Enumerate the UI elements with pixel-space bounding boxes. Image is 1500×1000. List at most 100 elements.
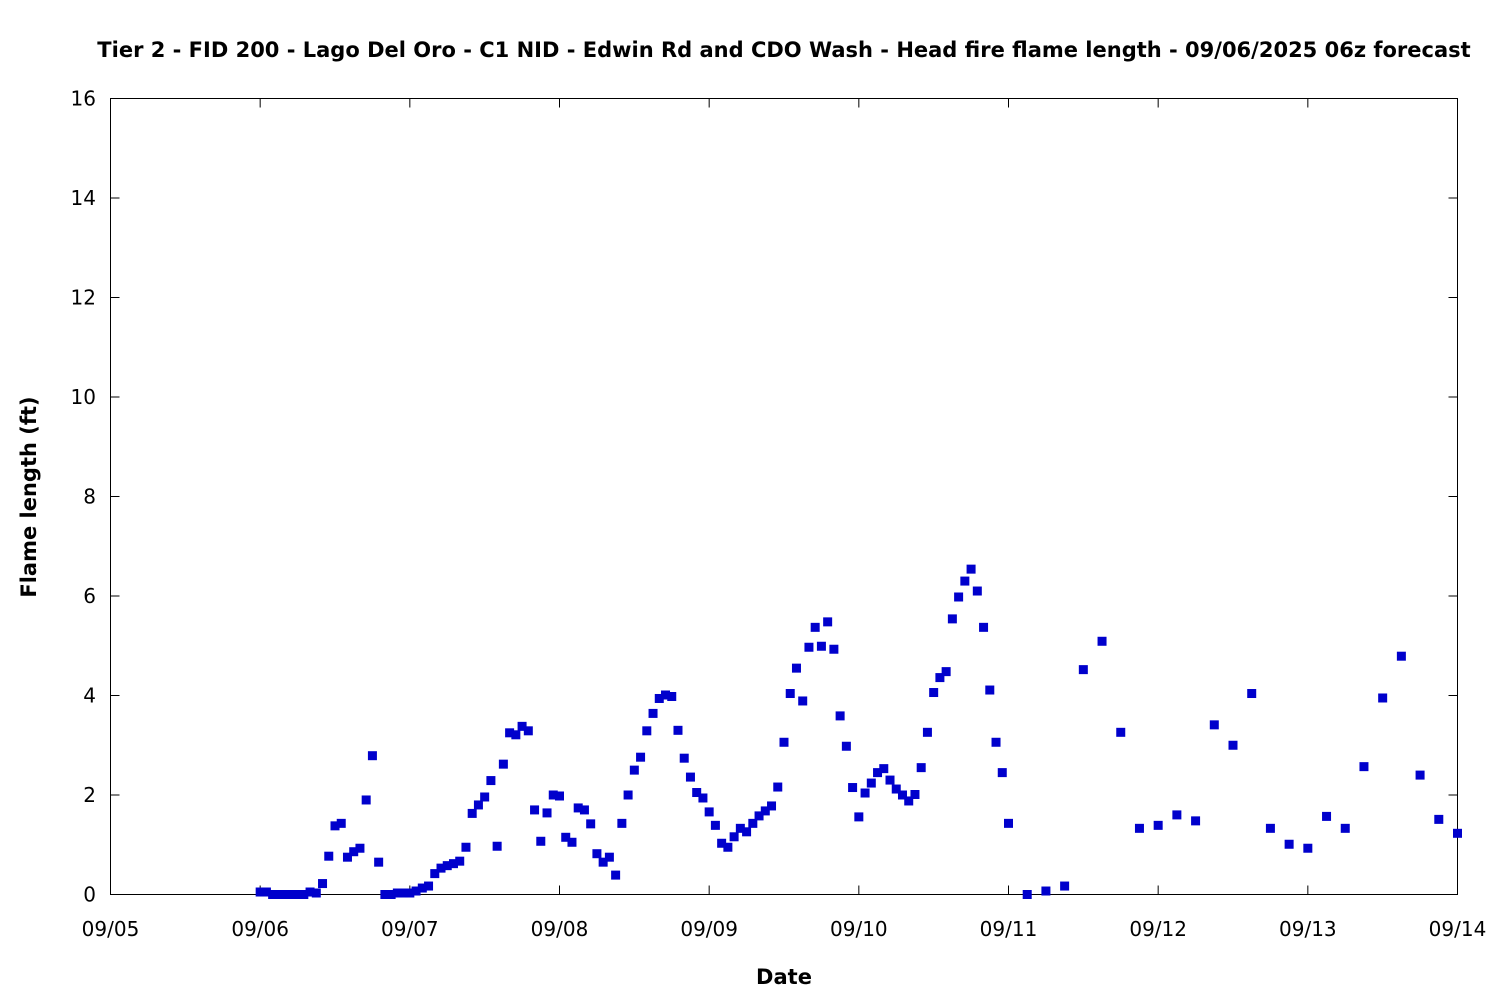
x-tick-label: 09/10 [830, 917, 888, 941]
x-tick-label: 09/12 [1129, 917, 1187, 941]
data-point [455, 856, 465, 866]
data-point [1060, 881, 1070, 891]
data-point [268, 890, 278, 899]
data-point [399, 888, 409, 898]
data-point [523, 726, 533, 736]
data-point [392, 888, 402, 898]
x-tick-label: 09/05 [82, 917, 140, 941]
data-point [598, 857, 608, 867]
data-point [1209, 720, 1219, 730]
data-point [1396, 651, 1406, 661]
data-point [1153, 820, 1163, 830]
data-point [280, 890, 290, 899]
data-point [448, 859, 458, 869]
data-point [579, 805, 589, 815]
data-point [517, 721, 527, 731]
data-point [685, 772, 695, 782]
data-point [274, 890, 284, 899]
data-point [417, 883, 427, 893]
x-axis-label: Date [756, 965, 812, 989]
data-point [922, 727, 932, 737]
data-point [835, 711, 845, 721]
data-point [829, 644, 839, 654]
data-point [679, 753, 689, 763]
data-point [1284, 839, 1294, 849]
data-point [704, 807, 714, 817]
data-point [873, 768, 883, 778]
data-point [760, 806, 770, 816]
data-point [910, 790, 920, 800]
data-point [505, 728, 515, 738]
data-point [548, 790, 558, 800]
x-tick-label: 09/13 [1279, 917, 1337, 941]
data-point [648, 708, 658, 718]
data-point [349, 847, 359, 857]
y-axis-label: Flame length (ft) [17, 396, 41, 597]
data-point [261, 887, 271, 897]
data-point [536, 836, 546, 846]
data-point [1340, 823, 1350, 833]
data-point [336, 818, 346, 828]
data-point [411, 886, 421, 896]
y-tick-label: 16 [71, 87, 96, 111]
y-axis: 0 2 4 6 8 10 12 14 16 [71, 87, 1458, 907]
data-point [299, 890, 309, 899]
data-point [386, 890, 396, 899]
data-point [773, 782, 783, 792]
y-tick-label: 2 [83, 783, 96, 807]
data-point [380, 890, 390, 899]
data-point [885, 775, 895, 785]
data-point [324, 851, 334, 861]
data-point [461, 842, 471, 852]
data-point [1097, 636, 1107, 646]
data-point [1247, 689, 1257, 699]
data-point [555, 791, 564, 801]
x-axis: 09/05 09/06 09/07 09/08 09/09 09/10 09/11 09/12… [82, 98, 1486, 941]
data-point [424, 881, 434, 891]
data-point [1078, 665, 1088, 675]
data-point [904, 796, 914, 806]
y-tick-label: 0 [83, 883, 96, 907]
data-point [916, 763, 926, 773]
data-point [623, 790, 633, 800]
data-point [1022, 890, 1032, 899]
y-tick-label: 12 [71, 286, 96, 310]
data-point [342, 852, 352, 862]
data-point [498, 759, 508, 769]
data-point [954, 592, 964, 602]
data-point [1191, 816, 1201, 826]
data-point [748, 818, 758, 828]
data-point [985, 685, 995, 695]
data-point [742, 827, 752, 837]
data-point [854, 812, 864, 822]
data-point [698, 793, 708, 803]
data-point [330, 821, 340, 831]
data-point [960, 576, 970, 586]
data-point [592, 849, 602, 859]
y-tick-label: 10 [71, 385, 96, 409]
data-point [486, 776, 496, 786]
data-point [879, 764, 889, 774]
data-point [1453, 828, 1462, 838]
x-tick-label: 09/07 [381, 917, 439, 941]
data-point [717, 838, 727, 848]
data-point [467, 808, 477, 818]
data-point [430, 869, 440, 879]
data-point [573, 803, 583, 813]
data-point [791, 663, 801, 673]
data-series [255, 564, 1462, 899]
data-point [785, 689, 795, 699]
data-point [972, 586, 982, 596]
data-point [729, 832, 739, 842]
data-point [661, 690, 671, 700]
data-point [979, 622, 989, 632]
data-point [617, 818, 627, 828]
data-point [604, 852, 614, 862]
data-point [318, 879, 328, 889]
plot-area: 09/05 09/06 09/07 09/08 09/09 09/10 09/11 09/12… [71, 87, 1487, 942]
y-tick-label: 4 [83, 684, 96, 708]
plot-frame [110, 98, 1458, 895]
data-point [480, 792, 490, 802]
data-point [1172, 810, 1182, 820]
